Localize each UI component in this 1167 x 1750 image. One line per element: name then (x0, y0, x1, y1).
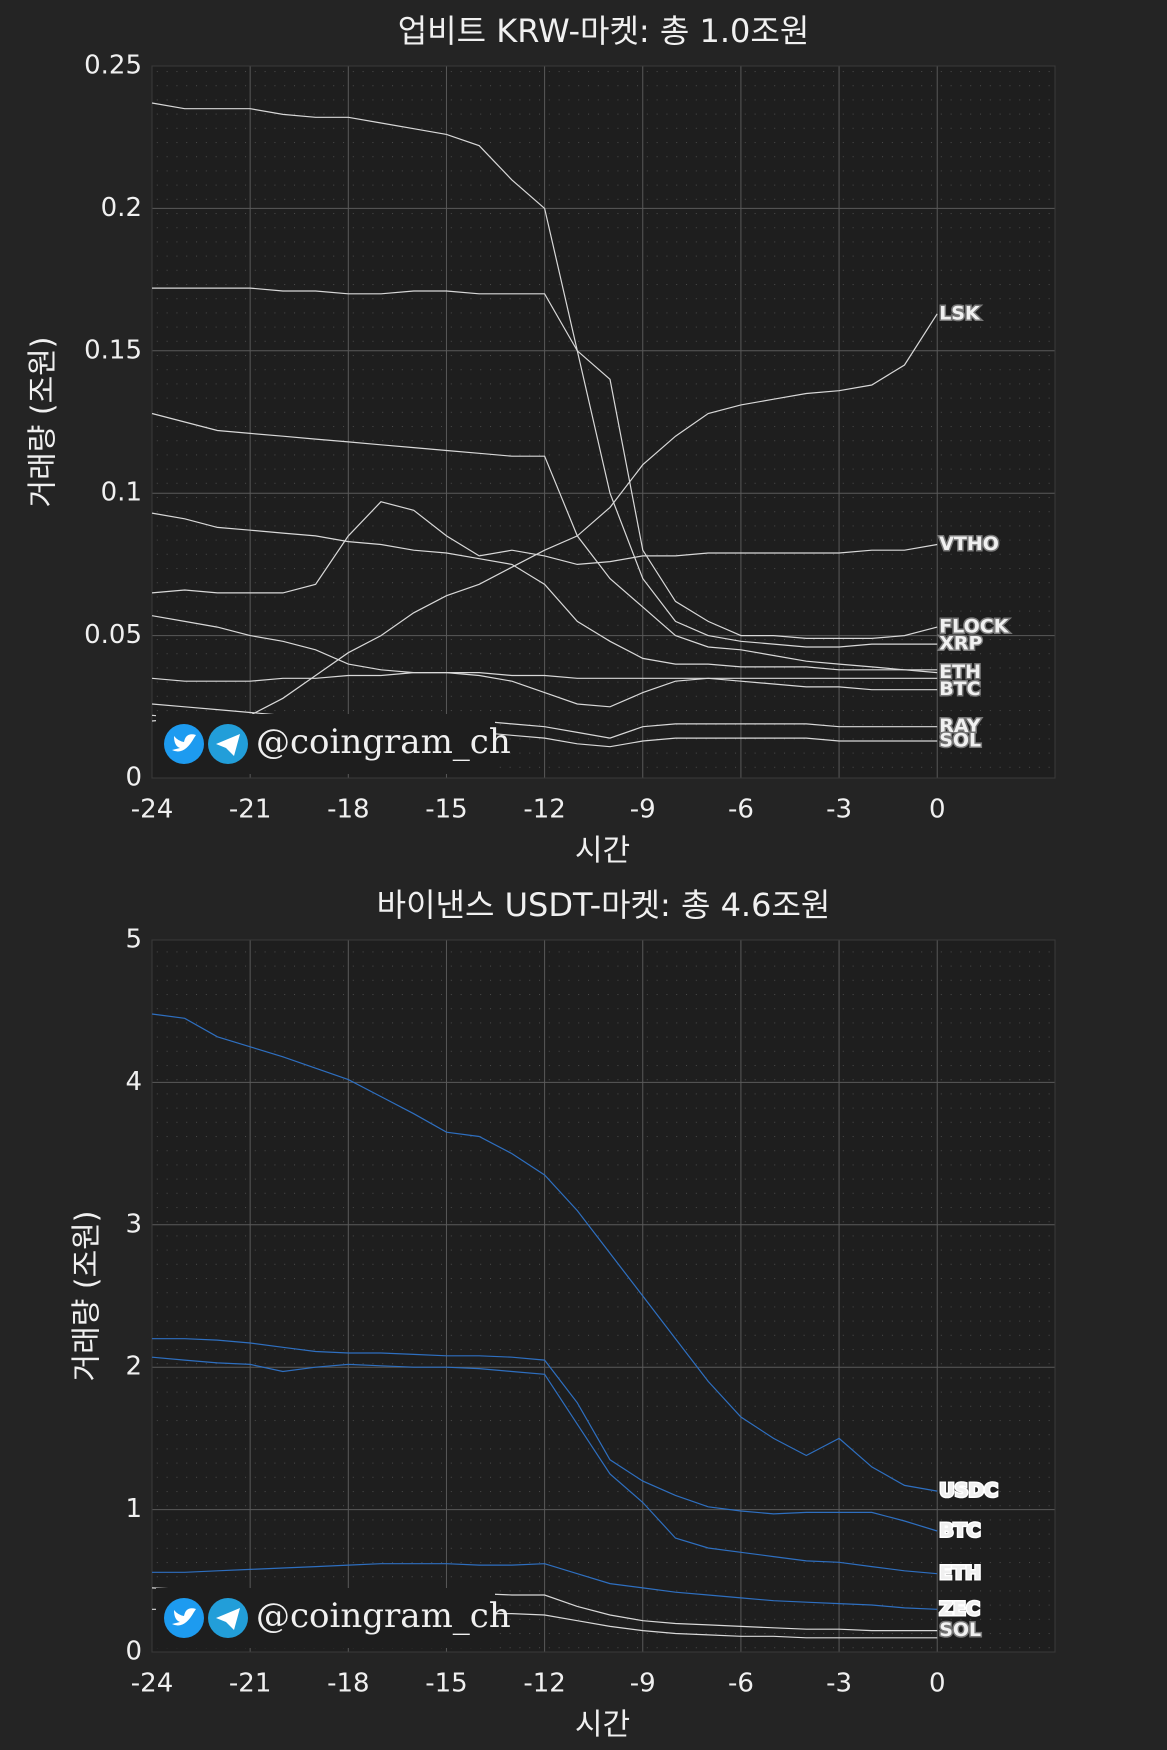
series-line (152, 287, 938, 639)
series-label: SOL (939, 1619, 981, 1641)
x-tick-label: -24 (131, 795, 173, 825)
x-tick-label: 0 (929, 1669, 946, 1699)
y-tick-label: 1 (125, 1494, 142, 1524)
x-tick-label: -15 (425, 795, 467, 825)
y-axis-label: 거래량 (조원) (26, 337, 61, 508)
y-tick-label: 0.15 (84, 335, 142, 365)
x-tick-label: -18 (327, 1669, 369, 1699)
x-tick-label: -21 (229, 795, 271, 825)
series-label: LSK (939, 302, 981, 324)
series-label: VTHO (939, 533, 999, 555)
y-tick-label: 0.25 (84, 51, 142, 81)
series-label: USDC (939, 1480, 998, 1502)
watermark: @coingram_ch (256, 722, 511, 762)
x-tick-label: -24 (131, 1669, 173, 1699)
axes-frame (151, 65, 1056, 779)
series-line (151, 1013, 938, 1492)
minor-grid (152, 66, 1055, 778)
y-axis-label: 거래량 (조원) (70, 1211, 105, 1382)
x-tick-label: -6 (728, 1669, 754, 1699)
telegram-glyph (216, 734, 240, 756)
y-tick-label: 0.1 (101, 478, 142, 508)
series-line (152, 1338, 938, 1532)
series-label: XRP (939, 633, 982, 655)
x-tick-label: 0 (929, 795, 946, 825)
series-label: SOL (939, 729, 981, 751)
y-tick-label: 4 (125, 1067, 142, 1097)
series-label: BTC (939, 678, 980, 700)
series-label: ETH (939, 661, 981, 683)
x-tick-label: -15 (425, 1669, 467, 1699)
x-tick-label: -12 (523, 795, 565, 825)
x-axis-label: 시간 (575, 834, 630, 869)
watermark: @coingram_ch (256, 1596, 511, 1636)
x-tick-label: -3 (826, 795, 852, 825)
series-line (151, 512, 938, 671)
twitter-glyph (172, 734, 196, 752)
y-tick-label: 2 (125, 1352, 142, 1382)
x-tick-label: -18 (327, 795, 369, 825)
chart-title: 바이낸스 USDT-마켓: 총 4.6조원 (377, 886, 831, 924)
series-label: BTC (939, 1519, 980, 1541)
series-line (151, 672, 938, 682)
series-label: ZEC (939, 1598, 980, 1620)
x-tick-label: -12 (523, 1669, 565, 1699)
telegram-glyph (216, 1608, 240, 1630)
twitter-glyph (172, 1608, 196, 1626)
series-line (151, 615, 938, 708)
y-tick-label: 0.05 (84, 620, 142, 650)
series-line (152, 1563, 938, 1610)
series-line (151, 313, 938, 722)
y-tick-label: 0 (125, 763, 142, 793)
y-tick-label: 0 (125, 1637, 142, 1667)
x-tick-label: -9 (630, 795, 656, 825)
series-line (151, 102, 938, 648)
series-label: RAY (939, 715, 981, 737)
x-axis-label: 시간 (575, 1708, 630, 1743)
y-tick-label: 3 (125, 1209, 142, 1239)
series-line (151, 412, 938, 674)
chart-title: 업비트 KRW-마켓: 총 1.0조원 (398, 12, 810, 50)
series-line (151, 1356, 938, 1575)
x-tick-label: -3 (826, 1669, 852, 1699)
x-tick-label: -9 (630, 1669, 656, 1699)
y-tick-label: 5 (125, 925, 142, 955)
series-line (151, 501, 938, 594)
x-tick-label: -21 (229, 1669, 271, 1699)
axes-frame (151, 939, 1056, 1653)
y-tick-label: 0.2 (101, 193, 142, 223)
minor-grid (152, 940, 1055, 1652)
series-label: FLOCK (939, 616, 1010, 638)
series-label: ETH (939, 1562, 981, 1584)
x-tick-label: -6 (728, 795, 754, 825)
